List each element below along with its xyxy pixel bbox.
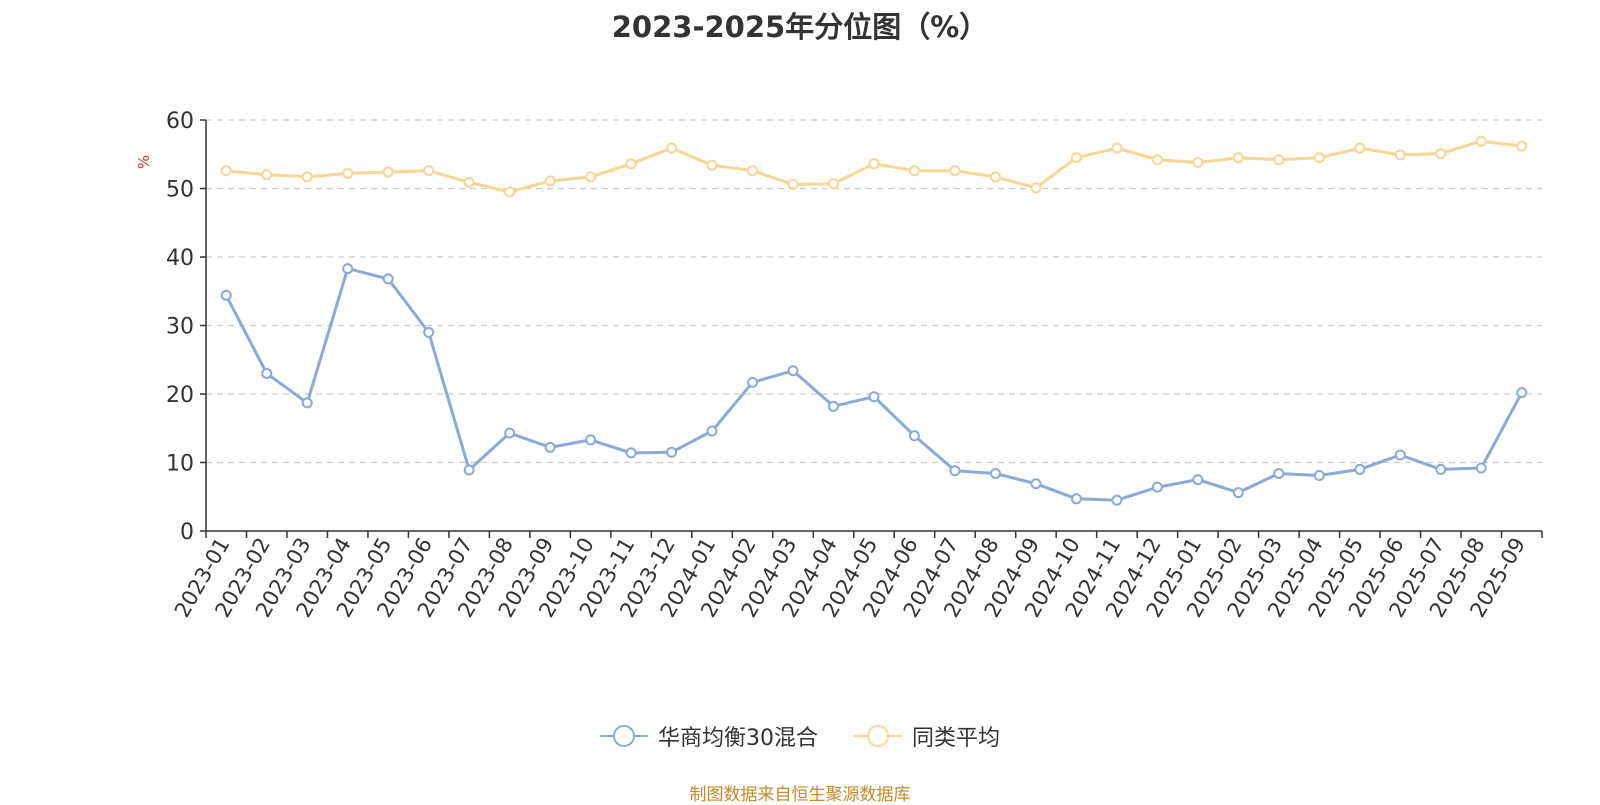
y-tick-label: 20 — [166, 383, 194, 408]
legend-item-series2[interactable]: 同类平均 — [853, 720, 1000, 752]
data-point — [666, 446, 678, 458]
data-point — [220, 289, 232, 301]
y-tick-label: 60 — [166, 109, 194, 134]
data-point — [787, 178, 799, 190]
data-point — [1070, 493, 1082, 505]
data-point — [908, 430, 920, 442]
data-point — [544, 175, 556, 187]
data-point — [504, 427, 516, 439]
data-point — [463, 464, 475, 476]
data-point — [585, 171, 597, 183]
data-point — [828, 400, 840, 412]
data-point — [1151, 154, 1163, 166]
data-point — [625, 158, 637, 170]
data-point — [1516, 140, 1528, 152]
data-point — [1394, 449, 1406, 461]
data-point — [666, 142, 678, 154]
data-point — [382, 273, 394, 285]
legend-marker-series2 — [853, 724, 902, 748]
data-point — [342, 263, 354, 275]
data-point — [1394, 149, 1406, 161]
y-tick-label: 50 — [166, 178, 194, 203]
data-point — [828, 178, 840, 190]
data-point — [1232, 487, 1244, 499]
data-point — [625, 447, 637, 459]
data-point — [1030, 478, 1042, 490]
data-point — [301, 397, 313, 409]
data-point — [1111, 142, 1123, 154]
data-point — [382, 166, 394, 178]
data-point — [706, 159, 718, 171]
data-point — [787, 365, 799, 377]
data-point — [868, 158, 880, 170]
data-point — [1070, 152, 1082, 164]
data-point — [504, 186, 516, 198]
data-point — [1273, 154, 1285, 166]
legend-label-series1: 华商均衡30混合 — [657, 726, 818, 751]
data-point — [1273, 467, 1285, 479]
data-point — [261, 367, 273, 379]
data-point — [261, 169, 273, 181]
data-point — [989, 171, 1001, 183]
data-point — [1232, 152, 1244, 164]
legend: 华商均衡30混合 同类平均 — [0, 720, 1600, 752]
legend-item-series1[interactable]: 华商均衡30混合 — [599, 720, 818, 752]
data-point — [342, 167, 354, 179]
y-tick-label: 0 — [180, 520, 194, 545]
source-note: 制图数据来自恒生聚源数据库 — [689, 785, 911, 805]
data-point — [463, 176, 475, 188]
data-point — [1516, 387, 1528, 399]
data-point — [949, 465, 961, 477]
data-point — [1030, 182, 1042, 194]
data-point — [747, 376, 759, 388]
data-point — [220, 165, 232, 177]
data-point — [908, 165, 920, 177]
data-point — [1354, 142, 1366, 154]
data-point — [423, 165, 435, 177]
data-point — [301, 171, 313, 183]
data-point — [423, 326, 435, 338]
data-point — [989, 467, 1001, 479]
y-tick-label: 40 — [166, 246, 194, 271]
data-point — [1313, 470, 1325, 482]
y-tick-label: 30 — [166, 315, 194, 340]
data-point — [585, 434, 597, 446]
data-point — [1151, 481, 1163, 493]
data-point — [949, 165, 961, 177]
data-point — [544, 441, 556, 453]
data-point — [1192, 156, 1204, 168]
chart-plot: 0102030405060%2023-012023-022023-032023-… — [135, 109, 1543, 621]
data-point — [706, 425, 718, 437]
data-point — [1435, 463, 1447, 475]
y-axis-unit: % — [135, 155, 153, 169]
data-point — [1111, 494, 1123, 506]
legend-label-series2: 同类平均 — [911, 726, 1000, 751]
data-point — [1313, 152, 1325, 164]
data-point — [868, 391, 880, 403]
series-line-1 — [224, 267, 1524, 502]
chart-title: 2023-2025年分位图（%） — [611, 10, 989, 44]
y-tick-label: 10 — [166, 452, 194, 477]
data-point — [1192, 474, 1204, 486]
data-point — [1475, 462, 1487, 474]
data-point — [1475, 135, 1487, 147]
data-point — [1354, 463, 1366, 475]
data-point — [747, 165, 759, 177]
data-point — [1435, 148, 1447, 160]
legend-marker-series1 — [599, 724, 648, 748]
